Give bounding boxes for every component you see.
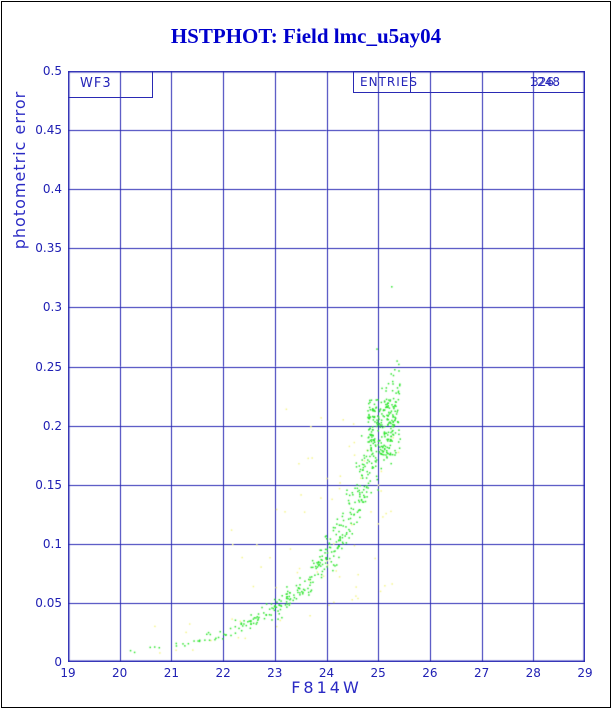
x-tick-label: 19: [60, 666, 76, 680]
x-tick-label: 25: [370, 666, 386, 680]
entries-box: ENTRIES 326 1248: [353, 71, 585, 93]
x-tick-label: 22: [215, 666, 231, 680]
scatter-canvas: [68, 71, 585, 662]
entries-label: ENTRIES: [360, 75, 418, 89]
y-tick-label: 0.15: [35, 477, 62, 492]
entries-value: 1248: [529, 75, 560, 89]
camera-label: WF3: [80, 76, 112, 91]
y-tick-label: 0.4: [42, 182, 62, 197]
x-axis-label: F814W: [291, 678, 362, 697]
y-tick-label: 0.3: [42, 300, 62, 315]
camera-label-box: WF3: [68, 71, 153, 98]
x-tick-label: 28: [525, 666, 541, 680]
y-tick-label: 0.2: [42, 418, 62, 433]
plot-area: WF3 ENTRIES 326 1248: [68, 71, 585, 662]
x-tick-label: 24: [318, 666, 335, 680]
x-tick-label: 23: [267, 666, 283, 680]
y-tick-label: 0.5: [42, 64, 62, 78]
y-tick-label: 0.25: [35, 359, 62, 374]
x-tick-label: 26: [422, 666, 438, 680]
y-tick-label: 0.35: [35, 241, 62, 256]
y-tick-label: 0.05: [35, 595, 62, 610]
y-axis-label: photometric error: [10, 90, 29, 250]
y-tick-label: 0.1: [42, 536, 62, 551]
y-tick-label: 0: [54, 655, 62, 669]
x-tick-label: 20: [112, 666, 128, 680]
x-tick-label: 29: [577, 666, 593, 680]
entries-value-ghost: 326: [531, 75, 554, 89]
entries-divider: [410, 72, 411, 92]
x-tick-label: 27: [473, 666, 490, 680]
x-tick-label: 21: [163, 666, 180, 680]
y-tick-label: 0.45: [35, 123, 62, 138]
chart-title: HSTPHOT: Field lmc_u5ay04: [170, 24, 442, 48]
